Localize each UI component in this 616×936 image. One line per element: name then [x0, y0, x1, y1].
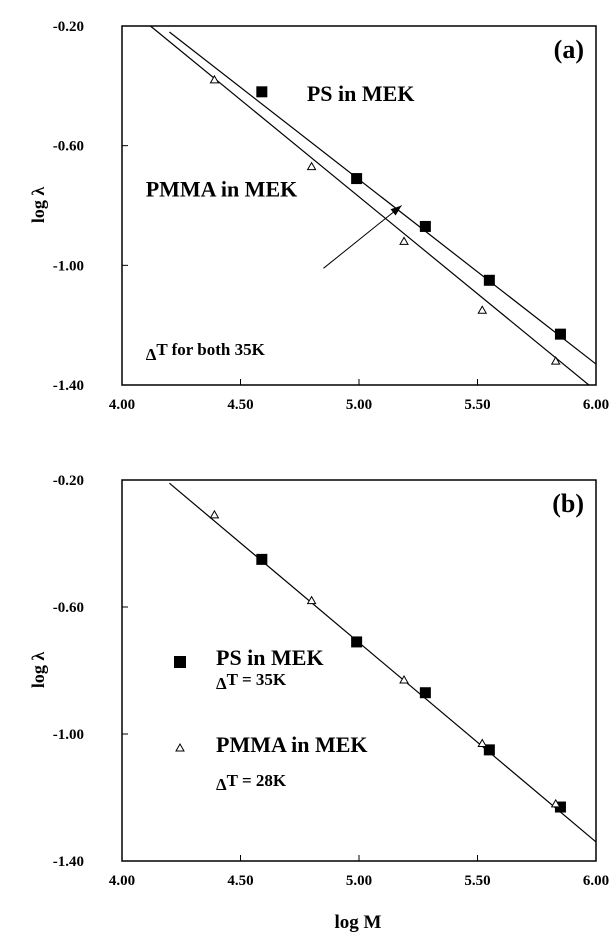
x-tick-label: 6.00: [583, 873, 609, 889]
ps-marker: [256, 553, 268, 565]
legend-marker-ps: [174, 656, 186, 668]
legend-sub-pmma: ΔT = 28K: [216, 771, 287, 794]
annotation-delta-t-a: ΔT for both 35K: [146, 340, 266, 364]
legend-sub-ps-text: T = 35K: [227, 670, 287, 689]
x-tick-label: 4.50: [227, 873, 253, 889]
ps-marker: [483, 274, 495, 286]
fit-lines-b: [169, 482, 597, 843]
panel-a: 4.00 4.50 5.00 5.50 6.00 -0.20 -0.60 -1.00 -1.40…: [28, 19, 609, 413]
fit-line: [169, 482, 597, 843]
fit-lines-a: [150, 25, 597, 386]
annotation-ps-a: PS in MEK: [307, 81, 415, 106]
ps-marker: [419, 687, 431, 699]
pmma-marker: [209, 509, 220, 519]
x-tick-label: 4.50: [227, 397, 253, 413]
x-tick-label: 5.00: [346, 873, 372, 889]
x-tick-label: 5.00: [346, 397, 372, 413]
y-tick-label: -0.60: [53, 600, 84, 616]
delta-t-text-a: T for both 35K: [156, 340, 265, 359]
pmma-marker: [399, 236, 409, 245]
pmma-marker: [399, 675, 409, 684]
y-tick-label: -0.20: [53, 19, 84, 35]
ps-marker: [419, 220, 431, 232]
x-tick-label: 4.00: [109, 873, 135, 889]
y-tick-label: -1.00: [53, 727, 84, 743]
panel-label-b: (b): [552, 489, 584, 518]
markers-a: [209, 74, 566, 365]
x-tick-label: 6.00: [583, 397, 609, 413]
x-tick-label: 5.50: [464, 397, 490, 413]
markers-b: [209, 509, 566, 813]
legend-sub-ps-delta: Δ: [216, 674, 227, 693]
y-tick-label: -0.60: [53, 139, 84, 155]
y-axis-label-a: log λ: [28, 187, 48, 224]
x-tick-label: 5.50: [464, 873, 490, 889]
legend-b: PS in MEK ΔT = 35K PMMA in MEK ΔT = 28K: [174, 645, 368, 794]
arrow-a: [323, 205, 402, 269]
panel-b: 4.00 4.50 5.00 5.50 6.00 -0.20 -0.60 -1.00 -1.40…: [28, 473, 609, 933]
y-tick-label: -0.20: [53, 473, 84, 489]
y-tick-label: -1.40: [53, 854, 84, 870]
panel-label-a: (a): [554, 35, 584, 64]
pmma-marker: [209, 74, 220, 84]
legend-sub-pmma-delta: Δ: [216, 775, 227, 794]
plot-frame-b: [121, 479, 597, 862]
pmma-marker: [306, 161, 317, 171]
fit-line: [169, 31, 597, 365]
pmma-marker: [550, 356, 561, 365]
pmma-marker: [550, 798, 561, 808]
ps-marker: [483, 744, 495, 756]
pmma-marker: [477, 305, 488, 314]
ps-marker: [256, 86, 268, 98]
ps-marker: [351, 173, 363, 185]
ps-marker: [351, 636, 363, 648]
delta-symbol-a: Δ: [146, 345, 157, 364]
fit-line: [150, 25, 590, 386]
ticks-b: 4.00 4.50 5.00 5.50 6.00 -0.20 -0.60 -1.00 -1.40: [53, 473, 609, 889]
legend-label-pmma: PMMA in MEK: [216, 732, 368, 757]
arrow-head-a: [390, 205, 402, 216]
ps-marker: [554, 328, 566, 340]
legend-marker-pmma: [175, 742, 185, 752]
x-axis-label-b: log M: [335, 912, 382, 933]
legend-sub-pmma-text: T = 28K: [227, 771, 287, 790]
y-axis-label-b: log λ: [28, 652, 48, 689]
ticks-a: 4.00 4.50 5.00 5.50 6.00 -0.20 -0.60 -1.00 -1.40: [53, 19, 609, 413]
y-tick-label: -1.00: [53, 258, 84, 274]
legend-sub-ps: ΔT = 35K: [216, 670, 287, 693]
legend-label-ps: PS in MEK: [216, 645, 324, 670]
pmma-marker: [477, 738, 488, 748]
pmma-marker: [306, 595, 317, 605]
annotation-pmma-a: PMMA in MEK: [146, 177, 298, 202]
x-tick-label: 4.00: [109, 397, 135, 413]
y-tick-label: -1.40: [53, 378, 84, 394]
ps-marker: [554, 801, 566, 813]
